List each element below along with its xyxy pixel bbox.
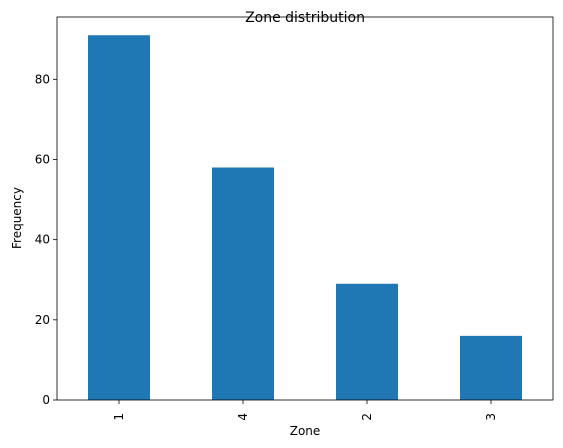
x-axis-label: Zone [290,424,321,438]
bars-group [88,35,522,400]
x-tick-label: 2 [360,413,374,421]
y-tick-label: 40 [35,233,50,247]
plot-frame [56,16,554,401]
bar-2 [336,283,398,400]
bar-4 [212,167,274,400]
y-tick-label: 0 [42,393,50,407]
x-tick-label: 4 [236,413,250,421]
y-tick-label: 20 [35,313,50,327]
chart-title: Zone distribution [245,10,365,26]
x-axis: 1 4 2 3 [112,400,498,421]
x-tick-label: 1 [112,413,126,421]
y-tick-label: 60 [35,152,50,166]
x-tick-label: 3 [484,413,498,421]
y-axis: 0 20 40 60 80 [35,72,57,407]
bar-3 [460,335,522,400]
bar-1 [88,35,150,400]
y-tick-label: 80 [35,72,50,86]
y-axis-label: Frequency [10,187,24,249]
